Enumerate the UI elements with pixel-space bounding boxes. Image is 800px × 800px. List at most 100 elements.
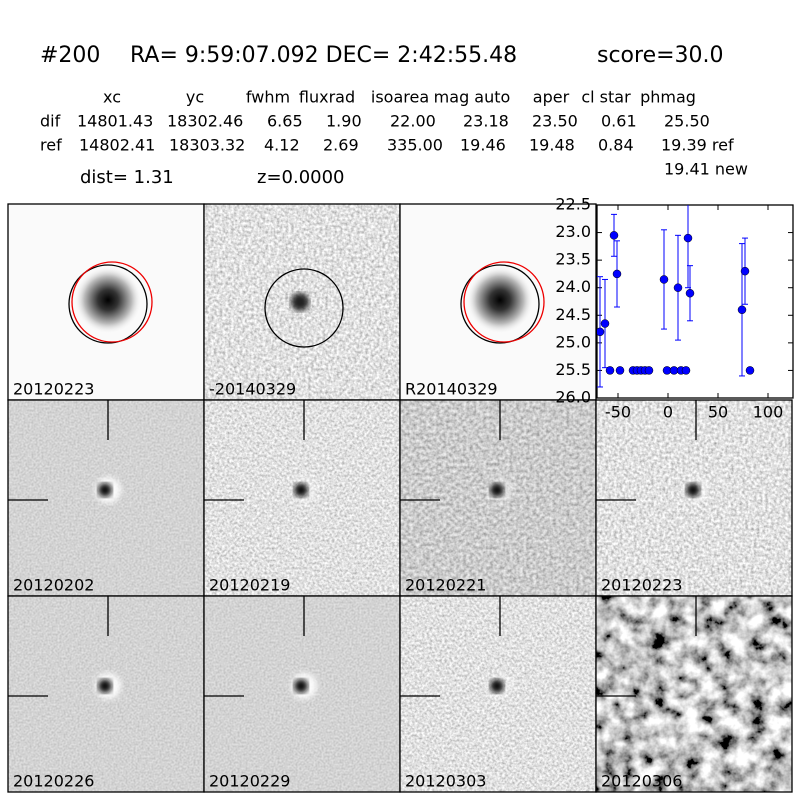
- source-blob: [294, 483, 308, 497]
- row-label: ref: [40, 136, 62, 155]
- table-cell: 23.50: [532, 112, 578, 131]
- y-tick-label: 24.5: [555, 305, 591, 324]
- table-cell: 0.84: [598, 136, 634, 155]
- column-header: yc: [186, 88, 204, 107]
- x-tick-label: 100: [753, 403, 784, 422]
- source-blob: [686, 483, 700, 497]
- table-cell: 25.50: [664, 112, 710, 131]
- table-cell: 14802.41: [79, 136, 155, 155]
- source-blob: [74, 266, 142, 334]
- x-tick-label: 0: [663, 403, 673, 422]
- image-panel: 20120229: [203, 595, 401, 793]
- table-cell: 18303.32: [169, 136, 245, 155]
- coordinates: RA= 9:59:07.092 DEC= 2:42:55.48: [130, 43, 517, 68]
- table-cell: 1.90: [326, 112, 362, 131]
- source-blob: [490, 483, 504, 497]
- y-tick-label: 25.5: [555, 360, 591, 379]
- panel-label: 20120229: [209, 772, 290, 791]
- image-panel: 20120219: [203, 399, 401, 597]
- table-cell: 335.00: [387, 136, 443, 155]
- image-panel: 20120221: [399, 399, 597, 597]
- data-point: [740, 266, 750, 276]
- image-panel: -20140329: [203, 203, 401, 401]
- data-point: [683, 233, 693, 243]
- table-cell: 23.18: [463, 112, 509, 131]
- aperture-red: [71, 261, 153, 343]
- column-header: cl star: [581, 88, 631, 107]
- panel-label: 20120219: [209, 576, 290, 595]
- image-panel: 20120223: [7, 203, 205, 401]
- y-tick-label: 23.0: [555, 222, 591, 241]
- y-tick-label: 24.0: [555, 277, 591, 296]
- image-panel: 20120306: [595, 595, 793, 793]
- x-tick-label: 50: [708, 403, 728, 422]
- data-point: [609, 231, 619, 240]
- panel-label: 20120226: [13, 772, 94, 791]
- table-cell: 19.46: [460, 136, 506, 155]
- table-cell: 6.65: [267, 112, 303, 131]
- source-blob: [98, 483, 112, 497]
- table-cell: 2.69: [323, 136, 359, 155]
- data-point: [615, 366, 625, 375]
- data-point: [673, 283, 683, 292]
- y-tick-label: 23.5: [555, 250, 591, 269]
- source-blob: [490, 679, 504, 693]
- data-point: [612, 269, 622, 279]
- table-cell: 4.12: [264, 136, 300, 155]
- data-point: [644, 366, 654, 375]
- column-header: xc: [103, 88, 121, 107]
- panel-label: 20120306: [601, 772, 682, 791]
- image-panel: 20120202: [7, 399, 205, 597]
- x-tick-label: -50: [605, 403, 631, 422]
- column-header: mag auto: [434, 88, 511, 107]
- table-note: 19.41 new: [664, 160, 748, 179]
- data-point: [737, 305, 747, 315]
- source-blob: [98, 679, 112, 693]
- column-header: isoarea: [371, 88, 429, 107]
- image-panel: 20120303: [399, 595, 597, 793]
- panel-label: 20120223: [13, 380, 94, 399]
- column-header: phmag: [640, 88, 696, 107]
- data-point: [745, 366, 755, 375]
- table-cell: 0.61: [601, 112, 637, 131]
- redshift: z=0.0000: [257, 167, 345, 188]
- row-label: dif: [40, 112, 61, 131]
- aperture-red: [463, 261, 545, 343]
- panel-label: 20120303: [405, 772, 486, 791]
- y-tick-label: 22.5: [555, 195, 591, 214]
- aperture-black: [264, 268, 344, 348]
- data-point: [681, 366, 691, 375]
- plot-area: [596, 204, 794, 399]
- data-point: [685, 288, 695, 298]
- table-cell: 14801.43: [77, 112, 153, 131]
- y-tick-label: 25.0: [555, 332, 591, 351]
- image-panel: R20140329: [399, 203, 597, 401]
- table-cell: 19.48: [529, 136, 575, 155]
- column-header: fwhm: [246, 88, 290, 107]
- panel-label: 20120221: [405, 576, 486, 595]
- panel-image: [596, 596, 792, 792]
- data-point: [600, 319, 610, 328]
- column-header: fluxrad: [299, 88, 355, 107]
- plot-points: [597, 205, 755, 388]
- panel-border: [595, 595, 793, 793]
- table-cell: 18302.46: [167, 112, 243, 131]
- data-point: [597, 327, 605, 337]
- aperture-black: [68, 264, 148, 344]
- dist: dist= 1.31: [80, 167, 174, 188]
- panel-label: 20120202: [13, 576, 94, 595]
- image-panel: 20120223: [595, 399, 793, 597]
- panel-label: -20140329: [209, 380, 296, 399]
- table-cell: 19.39 ref: [661, 136, 734, 155]
- y-tick-label: 26.0: [555, 388, 591, 407]
- source-blob: [291, 293, 309, 311]
- panel-label: R20140329: [405, 380, 498, 399]
- score: score=30.0: [597, 43, 724, 68]
- image-panel: 20120226: [7, 595, 205, 793]
- data-point: [659, 275, 669, 284]
- data-point: [605, 366, 615, 375]
- column-header: aper: [533, 88, 570, 107]
- source-blob: [466, 266, 534, 334]
